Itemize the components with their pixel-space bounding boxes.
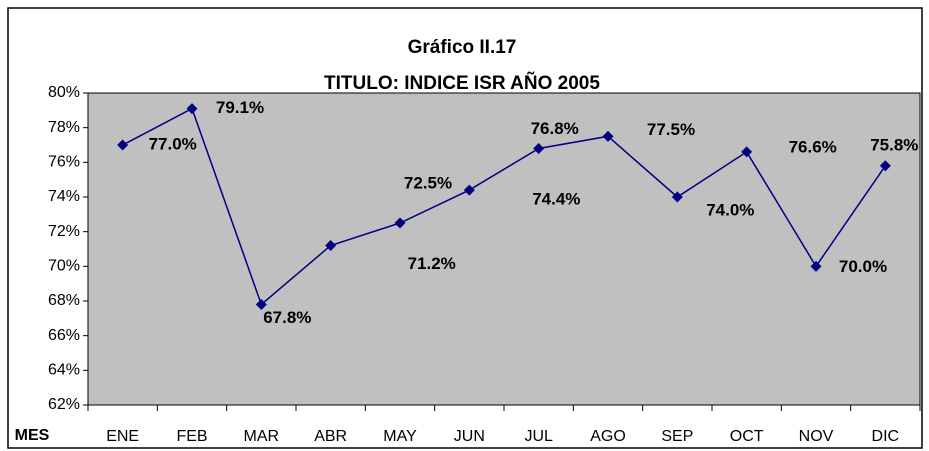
marker <box>671 191 683 203</box>
x-tick-label: JUN <box>454 428 485 445</box>
data-label: 75.8% <box>870 135 918 154</box>
marker <box>325 240 337 252</box>
y-tick-label: 80% <box>48 84 80 101</box>
x-tick-label: OCT <box>730 428 764 445</box>
y-tick-label: 74% <box>48 188 80 205</box>
data-label: 79.1% <box>216 98 264 117</box>
marker <box>394 217 406 229</box>
data-label: 71.2% <box>408 254 456 273</box>
x-tick-label: ABR <box>314 428 347 445</box>
chart-subtitle: TITULO: INDICE ISR AÑO 2005 <box>324 72 600 94</box>
data-label: 76.8% <box>531 119 579 138</box>
x-axis-label: MES <box>15 427 50 444</box>
y-tick-label: 78% <box>48 119 80 136</box>
marker <box>810 260 822 272</box>
marker <box>533 142 545 154</box>
y-tick-label: 62% <box>48 396 80 413</box>
x-tick-label: FEB <box>176 428 207 445</box>
x-tick-label: AGO <box>590 428 626 445</box>
marker <box>117 139 129 151</box>
x-tick-label: ENE <box>106 428 139 445</box>
y-tick-label: 72% <box>48 223 80 240</box>
y-tick-label: 64% <box>48 362 80 379</box>
marker <box>186 103 198 115</box>
plot-area <box>87 92 921 406</box>
y-tick-label: 66% <box>48 327 80 344</box>
x-tick-label: SEP <box>661 428 693 445</box>
y-tick-label: 70% <box>48 258 80 275</box>
y-tick-label: 76% <box>48 154 80 171</box>
x-tick-label: MAR <box>244 428 280 445</box>
line <box>122 107 886 306</box>
data-label: 72.5% <box>404 173 452 192</box>
marker <box>879 160 891 172</box>
marker <box>741 146 753 158</box>
marker <box>602 130 614 142</box>
data-label: 74.0% <box>706 200 754 219</box>
data-label: 67.8% <box>263 308 311 327</box>
data-label: 74.4% <box>532 190 580 209</box>
x-tick-label: DIC <box>872 428 900 445</box>
marker <box>255 298 267 310</box>
x-tick-label: NOV <box>799 428 834 445</box>
chart-title: Gráfico II.17 <box>408 37 517 58</box>
data-label: 70.0% <box>839 257 887 276</box>
marker <box>463 184 475 196</box>
x-tick-label: MAY <box>383 428 417 445</box>
x-tick-label: JUL <box>524 428 553 445</box>
y-tick-label: 68% <box>48 292 80 309</box>
data-label: 77.5% <box>647 120 695 139</box>
data-label: 76.6% <box>789 137 837 156</box>
data-label: 77.0% <box>149 134 197 153</box>
